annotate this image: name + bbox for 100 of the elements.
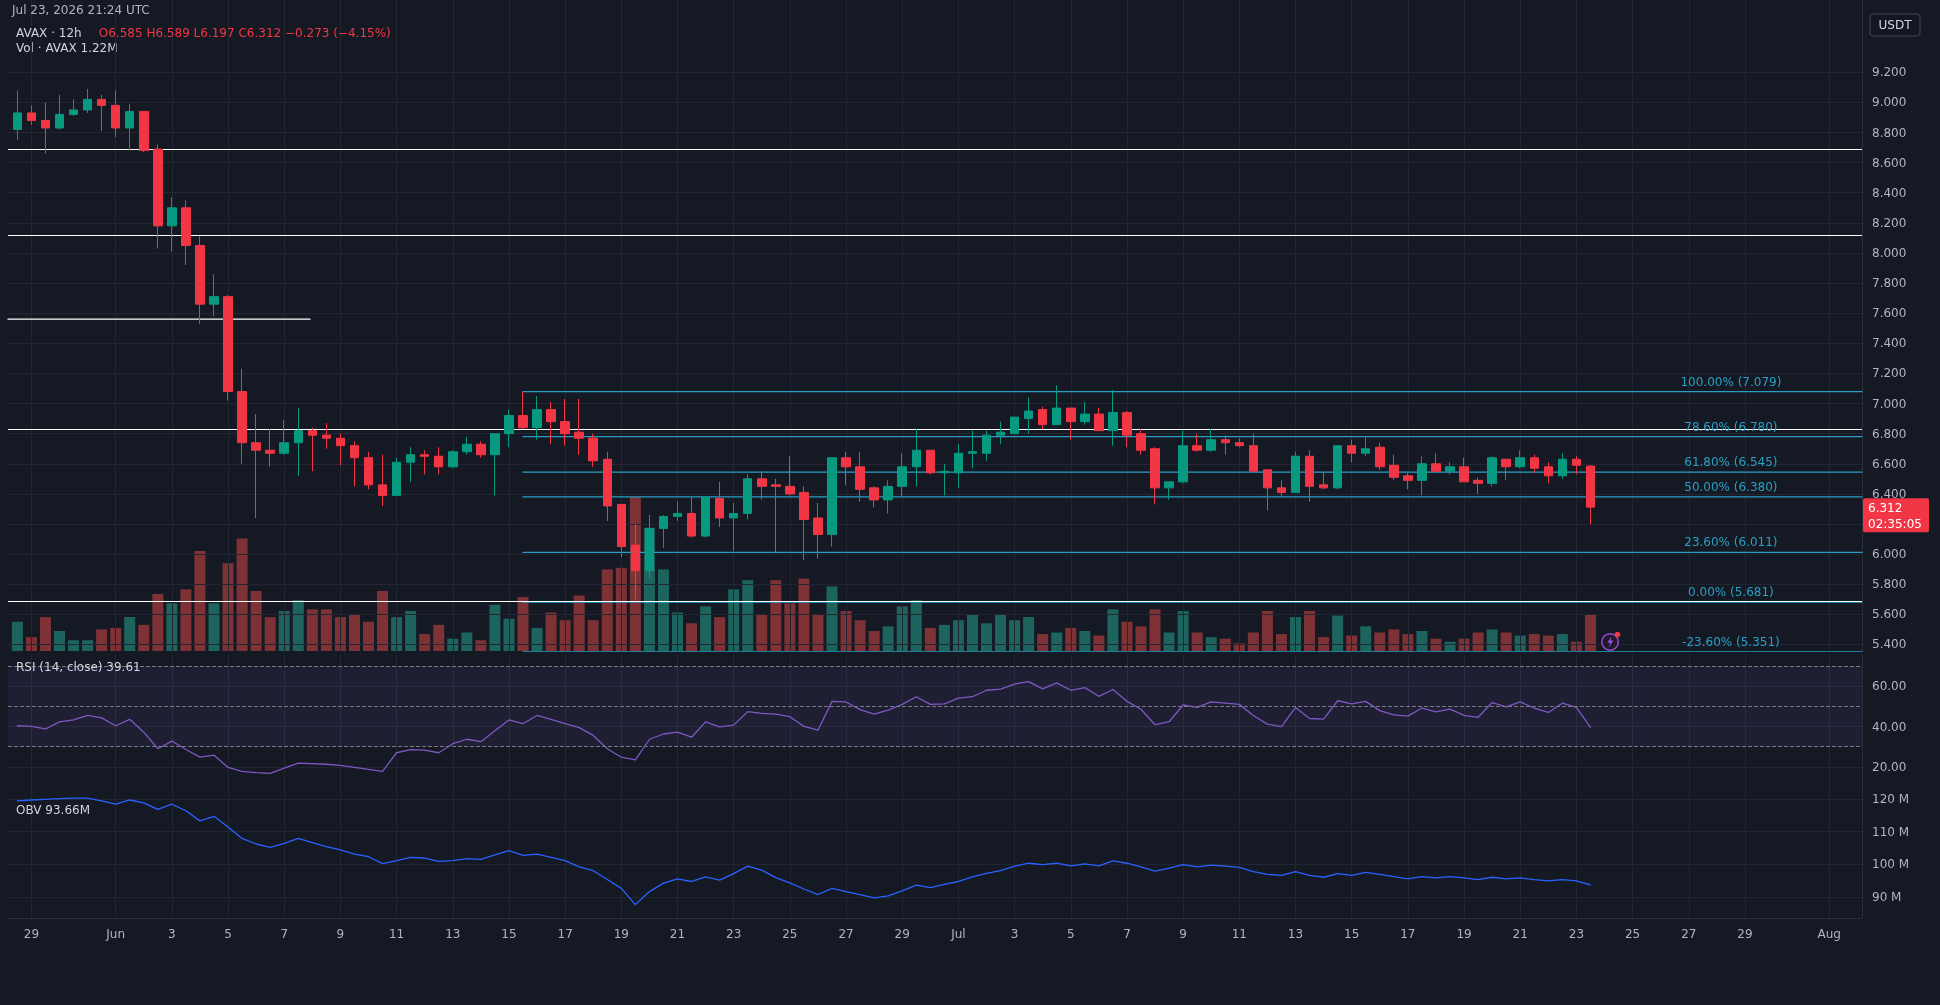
bar xyxy=(180,589,192,651)
bar xyxy=(812,614,824,651)
candlestick xyxy=(1459,457,1469,483)
bar xyxy=(461,632,473,651)
annotation: -23.60% (5.351) xyxy=(1682,634,1780,649)
bar xyxy=(1275,634,1287,651)
y-tick-label: 110 M xyxy=(1872,824,1910,839)
y-tick-label: 120 M xyxy=(1872,792,1910,807)
y-tick-label: 7.200 xyxy=(1872,366,1907,381)
x-tick-label: 17 xyxy=(1400,927,1416,941)
candlestick xyxy=(1431,452,1441,474)
bar xyxy=(1205,637,1217,651)
bar xyxy=(96,629,108,651)
bar xyxy=(545,612,557,651)
candlestick xyxy=(673,500,682,522)
bar xyxy=(798,578,810,651)
bar xyxy=(910,600,922,651)
bar xyxy=(1416,630,1428,651)
candlestick xyxy=(982,430,991,462)
bar xyxy=(194,550,206,651)
bar xyxy=(377,590,389,651)
bar xyxy=(1584,614,1596,651)
bar xyxy=(714,617,726,651)
x-tick-label: 7 xyxy=(1123,927,1131,941)
candlestick xyxy=(322,422,331,450)
bar xyxy=(1093,635,1105,651)
candlestick xyxy=(968,430,977,469)
candlestick xyxy=(406,446,415,483)
candlestick xyxy=(855,451,865,502)
candlestick xyxy=(167,196,177,252)
candlestick xyxy=(265,428,275,468)
bar xyxy=(138,624,150,651)
annotation: 23.60% (6.011) xyxy=(1684,535,1778,550)
candlestick xyxy=(1403,470,1413,490)
y-tick-label: 7.600 xyxy=(1872,306,1907,321)
candlestick xyxy=(195,235,205,325)
candlestick xyxy=(1206,428,1216,453)
candlestick xyxy=(546,401,556,445)
candlestick xyxy=(392,457,401,496)
x-tick-label: 5 xyxy=(224,927,232,941)
line-series xyxy=(16,797,1592,906)
text: RSI (14, close) 39.61 xyxy=(16,660,141,674)
candlestick xyxy=(1333,445,1342,490)
candlestick xyxy=(1361,436,1370,457)
candlestick xyxy=(1389,454,1399,481)
candlestick xyxy=(1108,389,1118,447)
candlestick xyxy=(532,395,542,441)
text: 6.312 02:35:05 xyxy=(1868,501,1922,532)
candlestick xyxy=(1192,433,1202,453)
x-tick-label: 13 xyxy=(1287,927,1304,941)
candlestick xyxy=(687,496,696,539)
x-tick-label: 27 xyxy=(838,927,854,941)
bar xyxy=(573,595,585,651)
candlestick xyxy=(209,273,219,317)
bar xyxy=(405,610,417,651)
candlestick xyxy=(476,440,486,459)
candlestick xyxy=(462,436,472,456)
bar xyxy=(1149,609,1161,651)
x-tick-label: 17 xyxy=(557,927,573,941)
bar xyxy=(489,604,501,651)
candlestick xyxy=(603,451,612,522)
bar xyxy=(700,606,712,651)
candlestick xyxy=(560,398,570,447)
candlestick xyxy=(883,479,893,514)
candlestick xyxy=(41,101,50,155)
bar xyxy=(419,634,431,651)
bar xyxy=(1528,634,1540,651)
bar xyxy=(995,614,1007,651)
y-tick-label: 6.400 xyxy=(1872,486,1907,501)
y-tick-label: 6.800 xyxy=(1872,426,1907,441)
y-tick-label: 7.000 xyxy=(1872,396,1907,411)
candlestick xyxy=(518,391,528,430)
x-tick-label: 11 xyxy=(1231,927,1247,941)
x-tick-label: 29 xyxy=(23,927,40,941)
bar xyxy=(208,603,220,651)
bar xyxy=(11,621,23,651)
candlestick xyxy=(659,514,668,549)
x-tick-label: 11 xyxy=(388,927,405,941)
candlestick xyxy=(27,104,36,126)
candlestick xyxy=(1291,451,1300,493)
bar xyxy=(686,623,698,651)
bar xyxy=(966,614,978,651)
candlestick xyxy=(1417,455,1427,496)
bar xyxy=(1374,632,1386,651)
y-tick-label: 7.400 xyxy=(1872,336,1907,351)
candlestick xyxy=(490,433,500,496)
candlestick xyxy=(785,455,795,496)
x-tick-label: 5 xyxy=(1066,927,1075,941)
candlestick xyxy=(1052,384,1061,426)
bar xyxy=(1247,632,1259,651)
candlestick xyxy=(940,463,949,496)
candlestick xyxy=(364,451,373,490)
candlestick xyxy=(757,470,767,501)
y-tick-label: 8.400 xyxy=(1872,185,1907,200)
bar xyxy=(306,609,318,651)
bar xyxy=(320,609,332,651)
candlestick xyxy=(1375,442,1385,471)
bar xyxy=(264,617,276,651)
y-tick-label: 100 M xyxy=(1872,857,1910,872)
candlestick xyxy=(729,502,738,552)
